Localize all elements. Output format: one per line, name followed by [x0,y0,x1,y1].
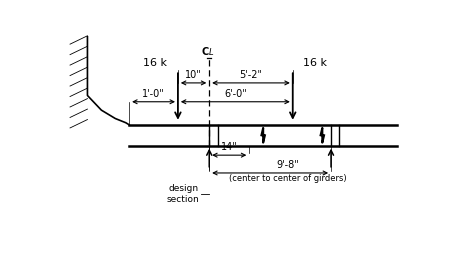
Text: L: L [209,48,214,57]
Text: 16 k: 16 k [144,58,167,68]
Text: (center to center of girders): (center to center of girders) [229,174,346,183]
Text: 1'-0": 1'-0" [142,89,165,99]
Text: design
section: design section [166,184,199,204]
Text: 16 k: 16 k [303,58,327,68]
Text: 6'-0": 6'-0" [224,89,247,99]
Text: 10": 10" [185,70,202,80]
Text: 9'-8": 9'-8" [276,160,299,171]
Text: 5'-2": 5'-2" [239,70,263,80]
Text: 14": 14" [221,143,238,152]
Text: C: C [202,47,209,57]
